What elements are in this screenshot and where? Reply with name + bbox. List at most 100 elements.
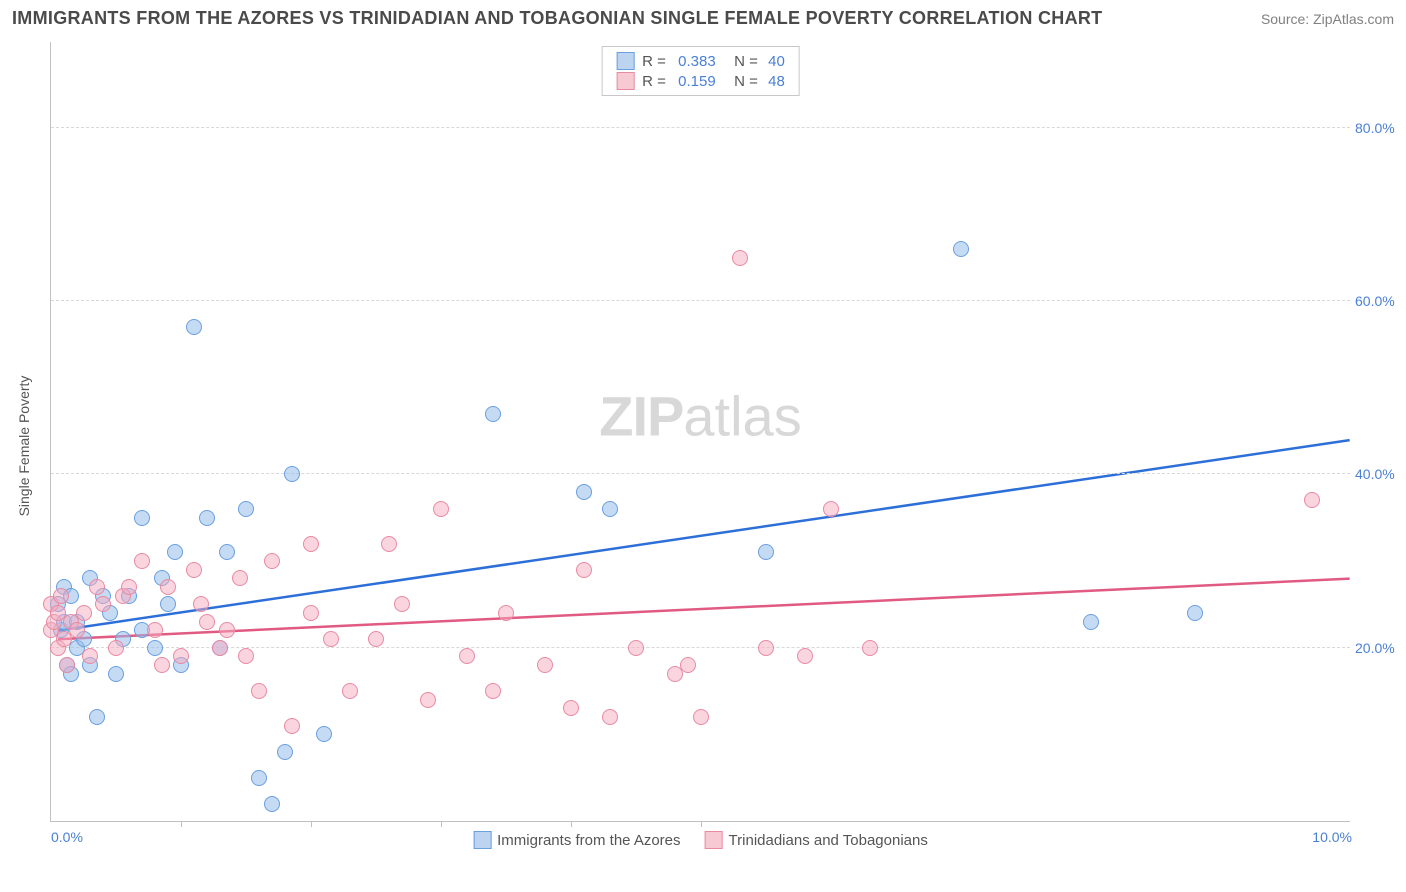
scatter-point xyxy=(284,718,300,734)
scatter-point xyxy=(238,648,254,664)
scatter-point xyxy=(251,770,267,786)
legend-item-series1: Immigrants from the Azores xyxy=(473,831,680,849)
x-tick-mark xyxy=(311,821,312,827)
scatter-point xyxy=(277,744,293,760)
scatter-point xyxy=(238,501,254,517)
x-tick-mark xyxy=(441,821,442,827)
y-tick-label: 60.0% xyxy=(1355,293,1406,309)
watermark-atlas: atlas xyxy=(683,384,801,447)
swatch-series1-bottom xyxy=(473,831,491,849)
legend-label-series2: Trinidadians and Tobagonians xyxy=(729,832,928,849)
scatter-point xyxy=(76,605,92,621)
legend-item-series2: Trinidadians and Tobagonians xyxy=(705,831,928,849)
scatter-point xyxy=(160,579,176,595)
scatter-point xyxy=(232,570,248,586)
n-value-series1: 40 xyxy=(768,53,785,70)
n-label: N = xyxy=(734,53,760,70)
scatter-point xyxy=(1304,492,1320,508)
scatter-point xyxy=(576,562,592,578)
x-tick-mark xyxy=(571,821,572,827)
source-attribution: Source: ZipAtlas.com xyxy=(1261,11,1394,27)
scatter-point xyxy=(160,596,176,612)
scatter-point xyxy=(797,648,813,664)
scatter-point xyxy=(602,709,618,725)
scatter-point xyxy=(89,579,105,595)
scatter-point xyxy=(212,640,228,656)
scatter-point xyxy=(303,605,319,621)
scatter-point xyxy=(680,657,696,673)
trend-line xyxy=(58,440,1350,630)
y-tick-label: 20.0% xyxy=(1355,640,1406,656)
scatter-point xyxy=(167,544,183,560)
scatter-point xyxy=(316,726,332,742)
stats-legend: R = 0.383 N = 40 R = 0.159 N = 48 xyxy=(601,46,800,96)
scatter-point xyxy=(89,709,105,725)
r-value-series1: 0.383 xyxy=(678,53,726,70)
x-tick-mark xyxy=(701,821,702,827)
scatter-point xyxy=(219,622,235,638)
scatter-point xyxy=(433,501,449,517)
scatter-point xyxy=(147,622,163,638)
r-label: R = xyxy=(642,53,670,70)
scatter-point xyxy=(485,683,501,699)
scatter-point xyxy=(186,562,202,578)
scatter-point xyxy=(82,648,98,664)
r-label: R = xyxy=(642,73,670,90)
y-axis-label: Single Female Poverty xyxy=(16,376,32,517)
scatter-point xyxy=(381,536,397,552)
watermark-zip: ZIP xyxy=(599,384,683,447)
scatter-point xyxy=(758,640,774,656)
scatter-point xyxy=(219,544,235,560)
scatter-point xyxy=(394,596,410,612)
scatter-point xyxy=(264,553,280,569)
scatter-point xyxy=(59,657,75,673)
scatter-point xyxy=(264,796,280,812)
scatter-point xyxy=(862,640,878,656)
scatter-point xyxy=(758,544,774,560)
scatter-point xyxy=(602,501,618,517)
chart-plot-area: ZIPatlas R = 0.383 N = 40 R = 0.159 N = … xyxy=(50,42,1350,822)
y-tick-label: 40.0% xyxy=(1355,466,1406,482)
scatter-point xyxy=(342,683,358,699)
x-tick-label: 0.0% xyxy=(51,829,83,845)
scatter-point xyxy=(147,640,163,656)
scatter-point xyxy=(121,579,137,595)
swatch-series2-bottom xyxy=(705,831,723,849)
scatter-point xyxy=(95,596,111,612)
scatter-point xyxy=(199,510,215,526)
scatter-point xyxy=(485,406,501,422)
scatter-point xyxy=(1083,614,1099,630)
scatter-point xyxy=(173,648,189,664)
gridline xyxy=(51,127,1350,128)
scatter-point xyxy=(576,484,592,500)
swatch-series2 xyxy=(616,72,634,90)
scatter-point xyxy=(53,588,69,604)
scatter-point xyxy=(323,631,339,647)
scatter-point xyxy=(108,640,124,656)
r-value-series2: 0.159 xyxy=(678,73,726,90)
scatter-point xyxy=(193,596,209,612)
n-value-series2: 48 xyxy=(768,73,785,90)
scatter-point xyxy=(284,466,300,482)
scatter-point xyxy=(498,605,514,621)
scatter-point xyxy=(154,657,170,673)
stats-row-series2: R = 0.159 N = 48 xyxy=(616,71,785,91)
scatter-point xyxy=(823,501,839,517)
swatch-series1 xyxy=(616,52,634,70)
scatter-point xyxy=(537,657,553,673)
scatter-point xyxy=(628,640,644,656)
scatter-point xyxy=(563,700,579,716)
y-tick-label: 80.0% xyxy=(1355,120,1406,136)
scatter-point xyxy=(134,510,150,526)
x-tick-label: 10.0% xyxy=(1312,829,1352,845)
scatter-point xyxy=(303,536,319,552)
stats-row-series1: R = 0.383 N = 40 xyxy=(616,51,785,71)
scatter-point xyxy=(108,666,124,682)
gridline xyxy=(51,300,1350,301)
bottom-legend: Immigrants from the Azores Trinidadians … xyxy=(473,831,928,849)
scatter-point xyxy=(953,241,969,257)
gridline xyxy=(51,473,1350,474)
scatter-point xyxy=(732,250,748,266)
scatter-point xyxy=(199,614,215,630)
watermark: ZIPatlas xyxy=(599,383,801,448)
